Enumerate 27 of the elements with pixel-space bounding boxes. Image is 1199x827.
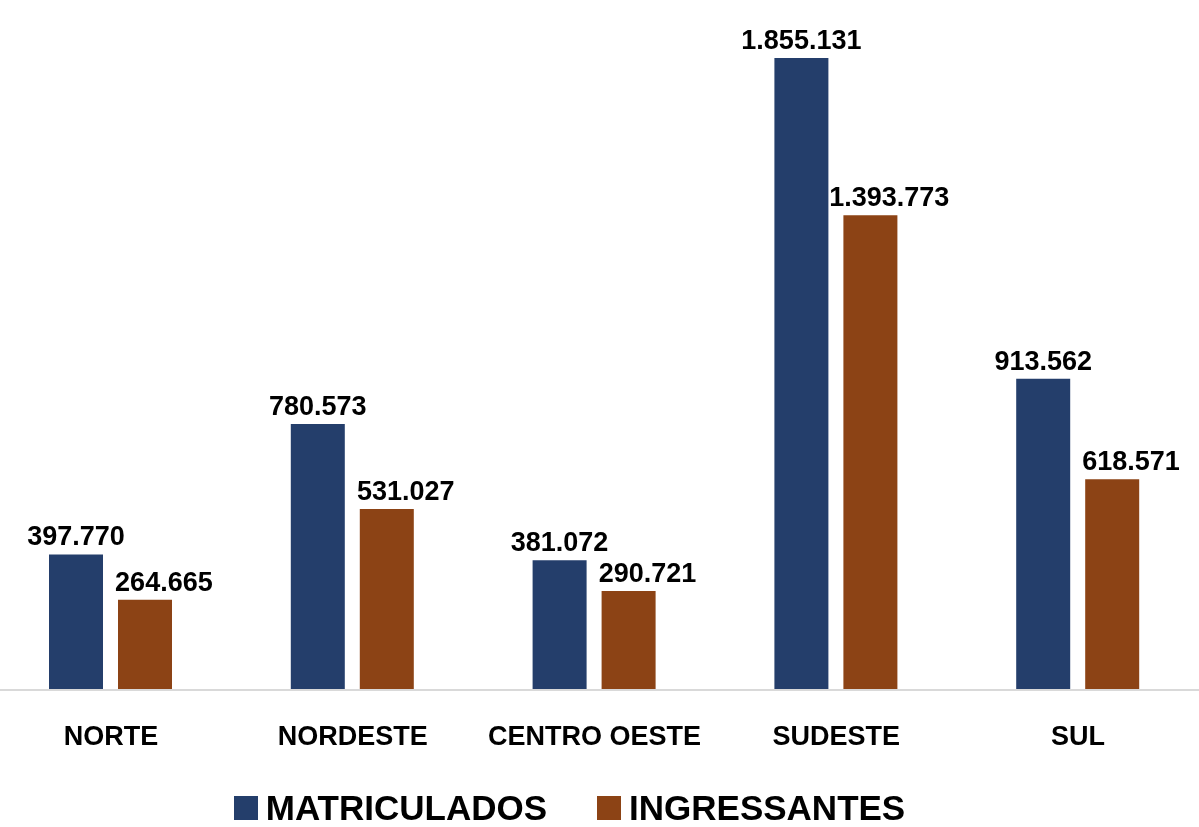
bar	[290, 424, 345, 690]
x-tick-label: SUL	[1051, 721, 1106, 752]
x-tick-label: NORTE	[63, 721, 159, 752]
legend-label: INGRESSANTES	[629, 788, 906, 827]
data-label: 1.855.131	[741, 25, 862, 55]
bar	[1016, 378, 1071, 690]
bar	[49, 554, 103, 690]
data-label: 290.721	[598, 557, 697, 588]
bar	[774, 58, 829, 690]
x-tick-label: NORDESTE	[277, 721, 428, 752]
data-label: 381.072	[510, 527, 609, 558]
bar	[1085, 479, 1140, 690]
bar	[532, 560, 587, 690]
data-label: 264.665	[115, 566, 213, 597]
data-label: 531.027	[356, 476, 455, 507]
bar	[843, 215, 898, 690]
data-label: 397.770	[27, 521, 125, 552]
x-tick-label: CENTRO OESTE	[487, 721, 702, 752]
data-label: 913.562	[994, 345, 1092, 376]
x-tick-label: SUDESTE	[772, 721, 901, 752]
legend-label: MATRICULADOS	[265, 788, 548, 827]
bar	[118, 599, 172, 690]
data-label: 618.571	[1082, 446, 1180, 477]
bar	[601, 590, 656, 690]
data-label: 780.573	[269, 391, 367, 422]
bar	[359, 509, 414, 690]
data-label: 1.393.773	[829, 182, 950, 213]
